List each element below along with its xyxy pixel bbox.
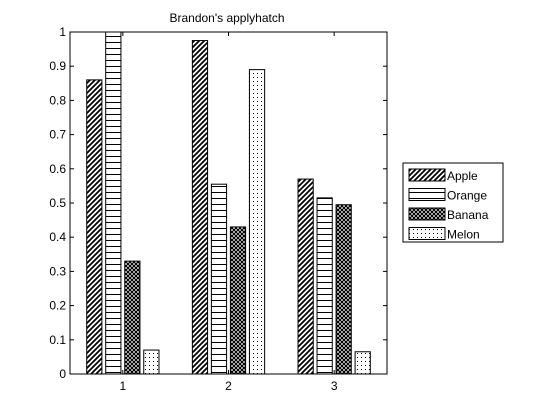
- y-tick-label: 0.6: [49, 162, 66, 176]
- bar-apple-1: [86, 79, 103, 375]
- bar-melon-3: [354, 351, 371, 375]
- y-tick-label: 0.7: [49, 128, 66, 142]
- legend-label-banana: Banana: [447, 208, 489, 222]
- legend-swatch-melon: [408, 227, 446, 240]
- bar-banana-3: [335, 204, 352, 375]
- chart-title: Brandon's applyhatch: [169, 11, 284, 25]
- y-tick-label: 0.2: [49, 299, 66, 313]
- bar-apple-2: [191, 40, 209, 375]
- bar-orange-2: [210, 183, 228, 375]
- y-tick-label: 0.9: [49, 59, 66, 73]
- legend-label-orange: Orange: [447, 189, 487, 203]
- y-tick-label: 0.8: [49, 93, 66, 107]
- x-tick-label: 3: [331, 379, 338, 393]
- x-tick-label: 1: [119, 379, 126, 393]
- legend-swatch-banana: [408, 207, 446, 221]
- bar-orange-3: [316, 197, 333, 375]
- bar-orange-1: [105, 31, 122, 375]
- y-axis: 0 0.1 0.2 0.3 0.4 0.5 0.6 0.7 0.8 0.9 1: [49, 25, 387, 381]
- plot-area: [69, 31, 388, 375]
- bar-banana-2: [229, 226, 247, 375]
- legend-swatch-orange: [408, 188, 446, 201]
- y-tick-label: 0.1: [49, 333, 66, 347]
- x-axis: 1 2 3: [119, 32, 338, 393]
- bar-banana-1: [124, 260, 141, 375]
- legend-label-melon: Melon: [447, 228, 480, 242]
- y-tick-label: 0: [59, 367, 66, 381]
- x-tick-label: 2: [225, 379, 232, 393]
- y-tick-label: 0.3: [49, 264, 66, 278]
- legend-label-apple: Apple: [447, 169, 478, 183]
- legend: Apple Orange Banana Melon: [402, 162, 504, 243]
- y-tick-label: 0.4: [49, 230, 66, 244]
- y-tick-label: 1: [59, 25, 66, 39]
- bar-melon-1: [143, 349, 160, 375]
- legend-swatch-apple: [408, 168, 446, 182]
- bars-group: [86, 31, 371, 375]
- bar-apple-3: [297, 178, 314, 375]
- y-tick-label: 0.5: [49, 196, 66, 210]
- bar-melon-2: [248, 69, 266, 375]
